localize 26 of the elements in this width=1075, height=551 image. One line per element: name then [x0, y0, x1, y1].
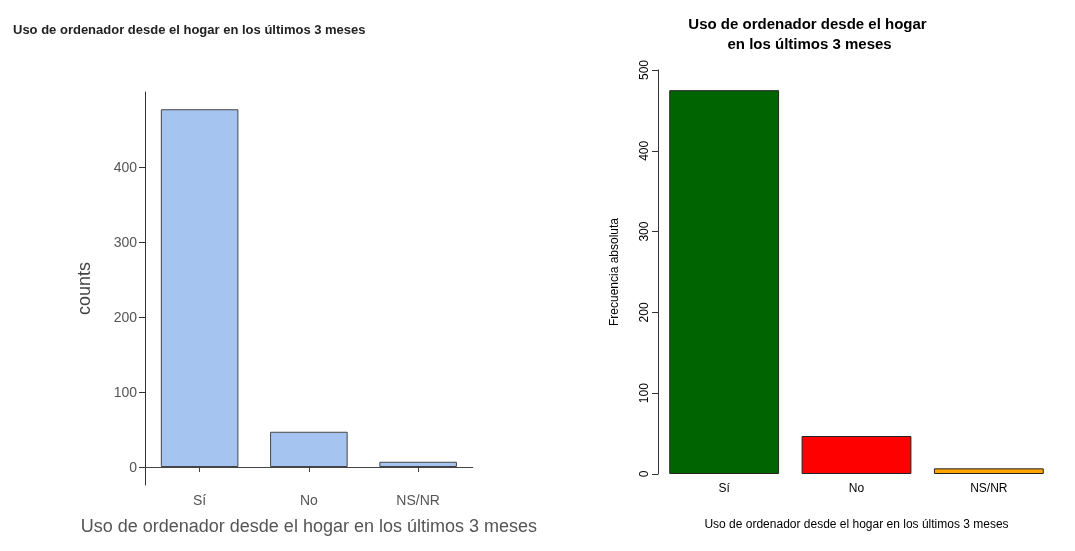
bar — [669, 90, 780, 474]
y-tick-label: 400 — [113, 159, 138, 175]
y-tick-label: 100 — [113, 384, 138, 400]
y-tick-label: 300 — [113, 234, 138, 250]
y-axis-title: counts — [74, 261, 94, 316]
bar — [801, 436, 912, 474]
chart-title: Uso de ordenador desde el hogar en los últimos 3 meses — [13, 22, 366, 37]
y-axis-title: Frecuencia absoluta — [607, 217, 621, 327]
y-tick-label: 500 — [637, 59, 651, 81]
y-tick-label: 200 — [637, 302, 651, 323]
x-axis-title: Uso de ordenador desde el hogar en los últimos 3 meses — [704, 517, 1009, 531]
y-tick-label: 400 — [637, 140, 651, 161]
y-tick-label: 0 — [637, 470, 651, 478]
x-tick-label: No — [299, 492, 319, 508]
y-tick-label: 0 — [129, 459, 138, 475]
y-tick-label: 100 — [637, 382, 651, 404]
bar — [933, 468, 1044, 474]
x-axis-title: Uso de ordenador desde el hogar en los últimos 3 meses — [80, 516, 538, 536]
y-tick-label: 200 — [113, 309, 138, 325]
y-tick-label: 300 — [637, 221, 651, 242]
chart-title: Uso de ordenador desde el hogar en los últimos 3 meses — [688, 14, 927, 52]
x-tick-label: No — [848, 481, 865, 495]
x-tick-label: NS/NR — [396, 492, 440, 508]
x-tick-label: NS/NR — [970, 481, 1008, 495]
x-tick-label: Sí — [193, 492, 207, 508]
x-tick-label: Sí — [718, 481, 731, 495]
